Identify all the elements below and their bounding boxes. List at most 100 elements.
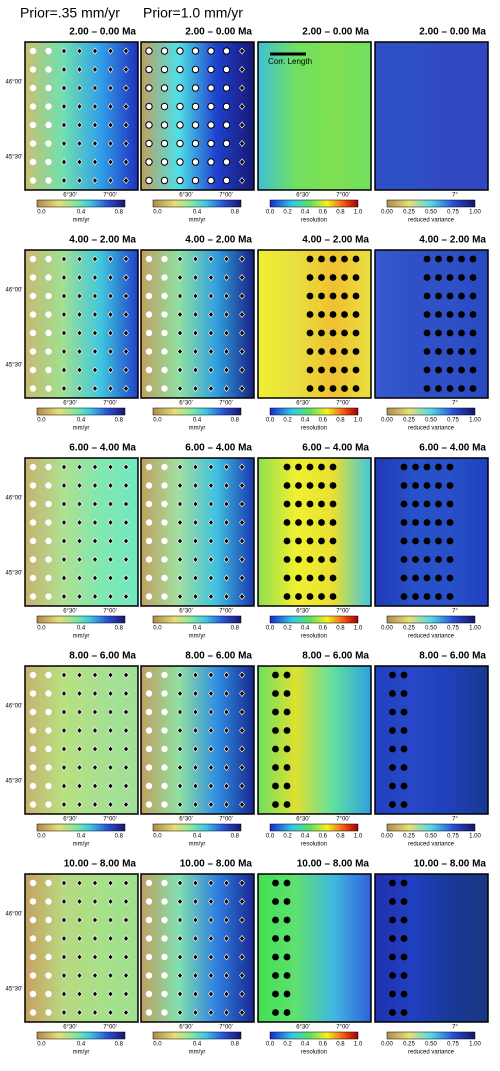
station bbox=[192, 727, 199, 734]
station bbox=[160, 65, 169, 74]
station bbox=[239, 972, 245, 979]
station bbox=[192, 311, 199, 318]
station bbox=[341, 292, 348, 300]
colorbar-tick-label: 0.8 bbox=[231, 210, 240, 216]
colorbar-tick-label: 0.4 bbox=[77, 626, 86, 632]
colorbar-tick-label: 0.4 bbox=[193, 210, 202, 216]
station bbox=[161, 935, 168, 942]
stations bbox=[306, 255, 360, 392]
station bbox=[29, 66, 37, 73]
station bbox=[123, 482, 129, 489]
station bbox=[192, 274, 199, 281]
station bbox=[239, 745, 245, 753]
colorbar bbox=[152, 823, 242, 832]
station bbox=[145, 972, 153, 979]
station bbox=[61, 121, 67, 129]
station bbox=[400, 879, 408, 887]
station bbox=[389, 801, 396, 808]
station bbox=[92, 1009, 98, 1016]
station bbox=[192, 972, 199, 979]
station bbox=[283, 690, 291, 697]
station bbox=[29, 84, 37, 92]
station bbox=[389, 727, 396, 734]
station bbox=[161, 745, 168, 753]
station bbox=[76, 103, 83, 110]
colorbar-tick-label: 0.4 bbox=[193, 626, 202, 632]
station bbox=[45, 935, 52, 942]
station bbox=[208, 935, 214, 942]
station bbox=[29, 593, 37, 600]
station bbox=[435, 348, 442, 355]
station bbox=[283, 727, 291, 734]
map bbox=[257, 665, 372, 815]
station bbox=[29, 255, 37, 263]
station bbox=[400, 690, 408, 697]
colorbar-tick-label: 0.4 bbox=[77, 1042, 86, 1048]
station bbox=[61, 311, 67, 318]
station bbox=[61, 47, 67, 55]
station bbox=[239, 519, 245, 526]
colorbar-tick-label: 0.4 bbox=[301, 834, 310, 840]
station bbox=[61, 140, 67, 147]
station bbox=[45, 329, 52, 337]
station bbox=[145, 764, 153, 771]
station bbox=[191, 84, 200, 92]
station bbox=[107, 990, 114, 998]
colorbar-tick-label: 0.50 bbox=[425, 1042, 437, 1048]
station bbox=[306, 463, 314, 471]
station bbox=[61, 537, 67, 545]
station bbox=[92, 593, 98, 600]
station bbox=[45, 84, 52, 92]
station bbox=[446, 500, 454, 508]
stations bbox=[389, 879, 408, 1016]
station bbox=[208, 329, 214, 337]
station bbox=[223, 1009, 230, 1016]
station bbox=[223, 801, 230, 808]
station bbox=[92, 329, 98, 337]
colorbar bbox=[152, 199, 242, 208]
station bbox=[446, 574, 454, 582]
station bbox=[107, 311, 114, 318]
station bbox=[191, 121, 200, 129]
station bbox=[341, 255, 348, 263]
station bbox=[223, 935, 230, 942]
station bbox=[177, 537, 183, 545]
station bbox=[145, 176, 153, 185]
station bbox=[192, 935, 199, 942]
colorbar bbox=[386, 615, 476, 624]
colorbar-tick-label: 0.6 bbox=[319, 210, 328, 216]
station bbox=[239, 671, 245, 679]
station bbox=[222, 84, 231, 92]
station bbox=[469, 366, 477, 374]
colorbar-label: mm/yr bbox=[73, 218, 90, 224]
map bbox=[140, 457, 255, 607]
time-label: 8.00 – 6.00 Ma bbox=[69, 651, 136, 662]
colorbar-tick-label: 0.2 bbox=[283, 834, 292, 840]
station bbox=[61, 879, 67, 887]
station bbox=[76, 348, 83, 355]
station bbox=[318, 329, 325, 337]
colorbar-tick-label: 0.8 bbox=[336, 626, 345, 632]
station bbox=[45, 972, 52, 979]
station bbox=[161, 255, 168, 263]
colorbar-tick-label: 0.0 bbox=[153, 834, 162, 840]
station bbox=[76, 274, 83, 281]
lon-label: 7°00' bbox=[219, 401, 233, 407]
station bbox=[107, 782, 114, 790]
station bbox=[145, 274, 153, 281]
station bbox=[458, 366, 465, 374]
station bbox=[161, 463, 168, 471]
station bbox=[76, 311, 83, 318]
station bbox=[123, 708, 129, 716]
time-label: 4.00 – 2.00 Ma bbox=[302, 235, 369, 246]
station bbox=[177, 255, 183, 263]
station bbox=[389, 1009, 396, 1016]
station bbox=[400, 782, 408, 790]
colorbar bbox=[386, 407, 476, 416]
stations bbox=[272, 879, 291, 1016]
station bbox=[29, 519, 37, 526]
station bbox=[107, 84, 114, 92]
lon-label: 7°00' bbox=[219, 193, 233, 199]
station bbox=[283, 500, 291, 508]
station bbox=[76, 916, 83, 924]
